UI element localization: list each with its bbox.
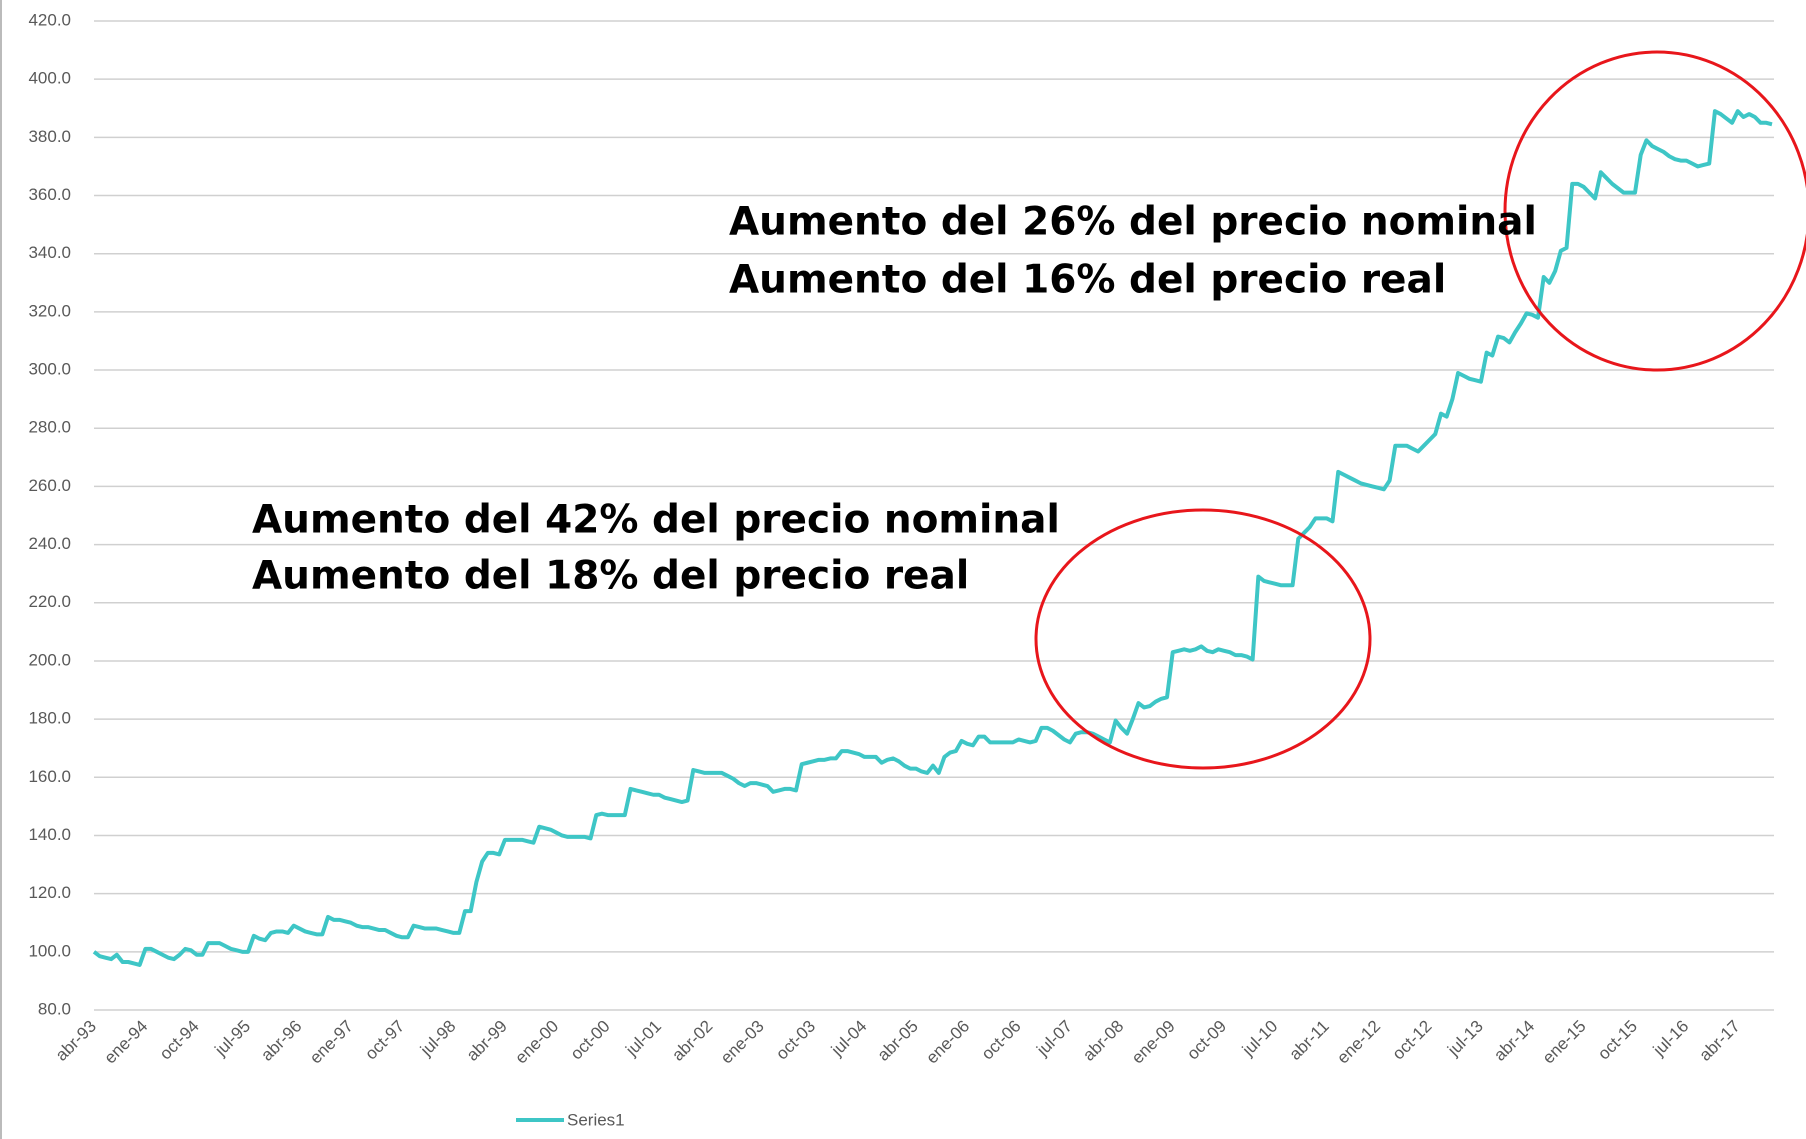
annotation: Aumento del 26% del precio nominal [729,200,1537,245]
y-tick-label: 340.0 [28,243,71,262]
y-tick-label: 260.0 [28,476,71,495]
y-tick-label: 400.0 [28,69,71,88]
x-tick-label: abr-96 [257,1017,305,1065]
x-tick-label: abr-02 [668,1017,716,1065]
y-tick-label: 200.0 [28,650,71,669]
x-tick-label: jul-98 [416,1017,460,1061]
x-tick-label: oct-06 [978,1017,1025,1064]
x-tick-label: abr-99 [463,1017,511,1065]
x-tick-label: oct-15 [1594,1017,1641,1064]
x-tick-label: ene-00 [511,1017,562,1068]
x-tick-label: jul-01 [621,1017,665,1061]
y-tick-label: 100.0 [28,941,71,960]
x-tick-label: abr-05 [874,1017,922,1065]
y-tick-label: 300.0 [28,360,71,379]
x-tick-label: jul-13 [1443,1017,1487,1061]
data-line [92,109,1773,967]
x-tick-label: jul-07 [1032,1017,1076,1061]
x-tick-label: ene-03 [717,1017,768,1068]
y-tick-label: 160.0 [28,767,71,786]
x-tick-label: ene-94 [100,1017,151,1068]
x-tick-label: oct-97 [361,1017,408,1064]
x-tick-label: abr-14 [1490,1017,1538,1065]
x-tick-label: ene-06 [922,1017,973,1068]
x-tick-label: oct-03 [772,1017,819,1064]
legend-label: Series1 [567,1110,625,1129]
x-tick-label: oct-94 [156,1017,203,1064]
y-tick-label: 140.0 [28,825,71,844]
y-tick-label: 240.0 [28,534,71,553]
x-tick-label: abr-17 [1696,1017,1744,1065]
x-tick-label: ene-15 [1539,1017,1590,1068]
x-tick-label: jul-16 [1649,1017,1693,1061]
x-tick-label: abr-11 [1286,1017,1333,1064]
highlight-circle [1503,50,1806,372]
y-tick-label: 120.0 [28,883,71,902]
y-tick-label: 220.0 [28,592,71,611]
x-tick-label: ene-12 [1333,1017,1384,1068]
x-tick-label: jul-10 [1238,1017,1282,1061]
y-tick-label: 320.0 [28,301,71,320]
highlight-circle [1034,508,1372,770]
x-tick-label: ene-09 [1128,1017,1179,1068]
x-tick-label: jul-95 [211,1017,255,1061]
y-tick-label: 360.0 [28,185,71,204]
x-tick-label: abr-08 [1079,1017,1127,1065]
annotation: Aumento del 18% del precio real [252,554,969,599]
annotation: Aumento del 42% del precio nominal [252,498,1060,543]
y-tick-label: 280.0 [28,418,71,437]
y-tick-label: 80.0 [38,999,71,1018]
y-tick-label: 180.0 [28,709,71,728]
x-tick-label: ene-97 [306,1017,357,1068]
x-tick-label: jul-04 [827,1017,871,1061]
annotation: Aumento del 16% del precio real [729,258,1446,303]
y-tick-label: 420.0 [28,10,71,29]
x-tick-label: oct-12 [1389,1017,1436,1064]
x-tick-label: abr-93 [52,1017,100,1065]
x-tick-label: oct-00 [567,1017,614,1064]
y-tick-label: 380.0 [28,127,71,146]
x-tick-label: oct-09 [1183,1017,1230,1064]
